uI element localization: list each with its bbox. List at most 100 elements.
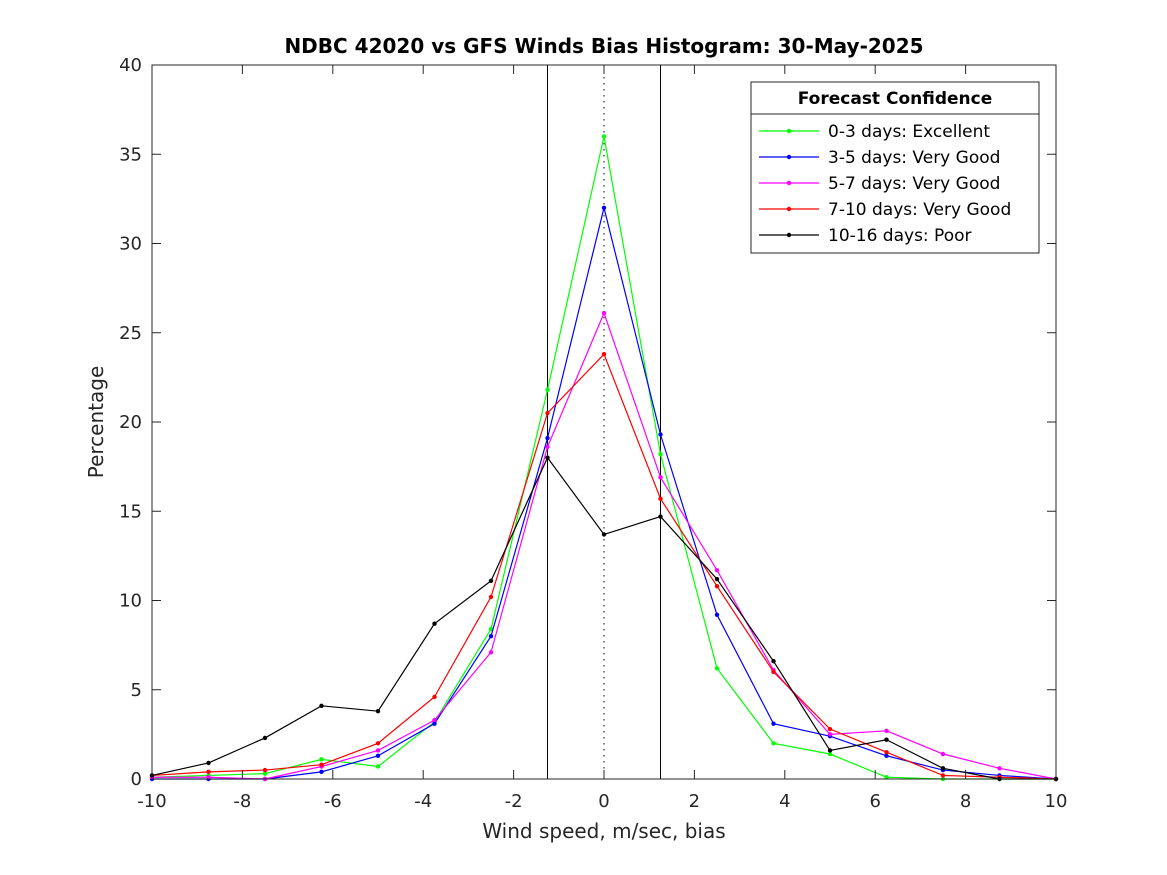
data-point <box>601 205 607 210</box>
data-point <box>545 435 550 441</box>
x-axis-label: Wind speed, m/sec, bias <box>482 819 725 843</box>
y-tick-label: 15 <box>119 501 142 522</box>
x-tick-label: -8 <box>233 791 251 812</box>
legend-entry-4: 10-16 days: Poor <box>759 226 972 246</box>
data-point <box>319 703 324 709</box>
legend-label: 7-10 days: Very Good <box>828 200 1011 220</box>
data-point <box>319 762 324 767</box>
data-point <box>375 764 381 769</box>
legend-entries: 0-3 days: Excellent 3-5 days: Very Good 5-… <box>759 122 1011 246</box>
data-point <box>884 775 889 780</box>
y-tick-label: 20 <box>119 412 142 433</box>
data-point <box>262 771 268 776</box>
data-point <box>601 134 607 139</box>
legend-entry-1: 3-5 days: Very Good <box>759 148 1000 168</box>
data-point <box>545 387 550 393</box>
legend-marker <box>786 232 792 238</box>
data-point <box>771 669 776 675</box>
data-point <box>658 451 663 457</box>
data-point <box>206 775 211 780</box>
data-point <box>262 735 268 741</box>
data-point <box>262 767 268 773</box>
data-point <box>997 766 1002 771</box>
legend-label: 0-3 days: Excellent <box>828 122 990 142</box>
y-axis-label: Percentage <box>84 366 108 479</box>
data-point <box>940 773 946 778</box>
x-tick-label: -6 <box>324 791 342 812</box>
data-point <box>658 432 663 437</box>
reference-lines <box>547 65 661 779</box>
data-point <box>658 475 663 480</box>
data-point <box>714 584 720 589</box>
legend-entry-3: 7-10 days: Very Good <box>759 200 1011 220</box>
data-point <box>488 634 494 639</box>
data-point <box>375 753 381 758</box>
x-tick-label: 2 <box>689 791 700 812</box>
data-point <box>206 760 211 766</box>
y-tick-label: 40 <box>119 55 142 76</box>
data-point <box>601 310 607 316</box>
data-point <box>375 708 381 714</box>
legend-entry-2: 5-7 days: Very Good <box>759 174 1000 194</box>
data-point <box>601 532 607 537</box>
data-point <box>488 594 494 600</box>
y-tick-label: 35 <box>119 144 142 165</box>
data-point <box>771 721 776 726</box>
y-axis: 0 5 10 15 20 25 30 35 40 <box>119 55 1056 790</box>
data-point <box>658 496 663 501</box>
data-point <box>827 732 833 737</box>
y-tick-label: 10 <box>119 591 142 612</box>
y-tick-label: 0 <box>131 769 142 790</box>
x-tick-label: 6 <box>869 791 880 812</box>
chart-title: NDBC 42020 vs GFS Winds Bias Histogram: … <box>284 34 923 58</box>
x-tick-label: -10 <box>137 791 166 812</box>
data-point <box>827 751 833 757</box>
x-tick-label: 0 <box>598 791 609 812</box>
data-point <box>884 753 889 758</box>
legend-label: 3-5 days: Very Good <box>828 148 1000 168</box>
legend-label: 5-7 days: Very Good <box>828 174 1000 194</box>
data-point <box>375 748 381 753</box>
data-point <box>771 741 776 746</box>
data-point <box>940 766 946 771</box>
legend-marker <box>786 180 792 186</box>
data-point <box>714 567 720 573</box>
data-point <box>488 578 494 584</box>
legend-marker <box>786 206 792 212</box>
data-point <box>545 444 550 450</box>
data-point <box>884 737 889 742</box>
data-point <box>827 726 833 732</box>
x-axis: -10 -8 -6 -4 -2 0 2 4 6 8 10 <box>137 65 1067 812</box>
data-point <box>827 748 833 753</box>
data-point <box>658 514 663 519</box>
data-point <box>714 612 720 617</box>
series-0 <box>149 134 1059 782</box>
data-point <box>206 769 211 775</box>
x-tick-label: -4 <box>414 791 432 812</box>
y-tick-label: 30 <box>119 234 142 255</box>
data-point <box>714 666 720 671</box>
data-point <box>432 694 437 700</box>
data-point <box>319 769 324 775</box>
y-tick-label: 25 <box>119 323 142 344</box>
legend-marker <box>786 128 792 134</box>
legend: Forecast Confidence 0-3 days: Excellent 3… <box>750 81 1040 254</box>
x-tick-label: -2 <box>505 791 523 812</box>
data-point <box>884 728 889 734</box>
legend-marker <box>786 154 792 160</box>
legend-title: Forecast Confidence <box>798 89 993 109</box>
x-tick-label: 4 <box>779 791 790 812</box>
data-point <box>432 621 437 626</box>
x-tick-label: 10 <box>1045 791 1068 812</box>
data-point <box>432 721 437 726</box>
y-tick-label: 5 <box>131 680 142 701</box>
legend-label: 10-16 days: Poor <box>828 226 972 246</box>
x-tick-label: 8 <box>960 791 971 812</box>
series-layer <box>149 134 1059 782</box>
data-point <box>545 455 550 460</box>
data-point <box>432 717 437 723</box>
data-point <box>319 757 324 762</box>
series-4 <box>149 455 1059 782</box>
data-point <box>545 410 550 416</box>
